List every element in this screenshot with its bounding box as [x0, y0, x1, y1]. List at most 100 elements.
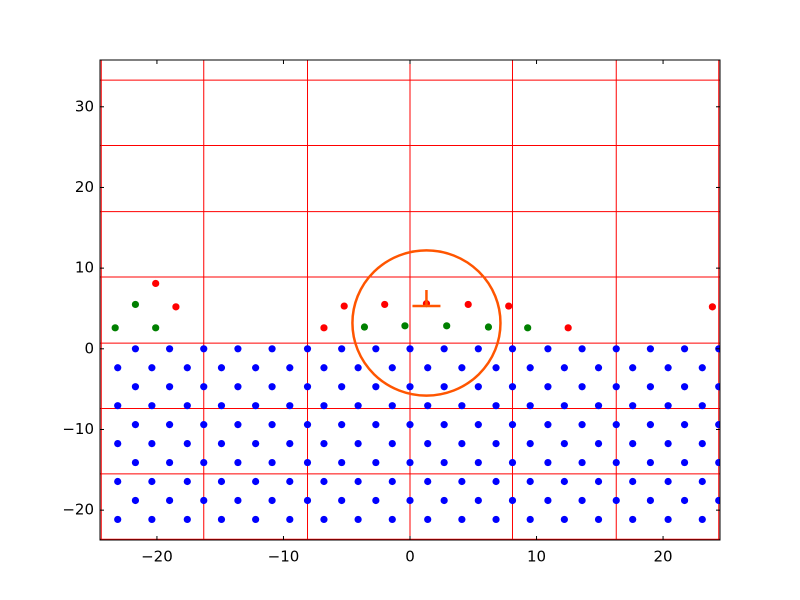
point [148, 515, 156, 524]
point [526, 515, 534, 524]
point [406, 345, 414, 353]
y-tick-label: −10 [62, 420, 94, 438]
point [646, 496, 655, 505]
point [114, 402, 122, 410]
point [406, 496, 414, 505]
point [338, 458, 346, 467]
point [594, 515, 603, 524]
point [526, 364, 534, 372]
point [303, 421, 312, 429]
point [165, 496, 174, 505]
point [388, 515, 396, 524]
y-tick-label: −20 [62, 501, 94, 519]
point [320, 364, 328, 372]
point [492, 439, 500, 448]
point [526, 477, 534, 486]
point [354, 402, 362, 410]
point [114, 477, 122, 486]
point [526, 439, 534, 448]
point [474, 345, 482, 353]
point [217, 439, 226, 448]
point [338, 383, 346, 391]
point [381, 300, 389, 309]
point [111, 324, 119, 332]
point [526, 402, 534, 410]
point [508, 496, 517, 505]
point [544, 421, 552, 429]
plot-area [100, 60, 720, 540]
point [183, 402, 191, 410]
point [612, 345, 620, 353]
point [715, 383, 720, 391]
point [664, 364, 672, 372]
point [165, 345, 174, 353]
point [303, 383, 312, 391]
point [440, 458, 448, 467]
point [340, 302, 348, 310]
point [508, 421, 517, 429]
point [131, 496, 140, 505]
point [524, 324, 532, 332]
point [578, 421, 586, 429]
point [268, 421, 276, 429]
point [458, 439, 466, 448]
point [680, 345, 689, 353]
point [234, 458, 242, 467]
point [372, 458, 380, 467]
point [544, 458, 552, 467]
point [200, 421, 208, 429]
point [715, 496, 720, 505]
point [165, 458, 174, 467]
point [152, 324, 160, 332]
point [234, 383, 242, 391]
point [664, 402, 672, 410]
point [560, 515, 568, 524]
point [646, 458, 655, 467]
point [131, 345, 140, 353]
point [440, 345, 448, 353]
point [372, 421, 380, 429]
point [560, 477, 568, 486]
point [406, 421, 414, 429]
point [354, 477, 362, 486]
point [664, 515, 672, 524]
point [578, 383, 586, 391]
y-tick-label: 0 [84, 339, 94, 357]
point [698, 515, 706, 524]
point [268, 458, 276, 467]
point [629, 402, 637, 410]
point [252, 515, 260, 524]
point [440, 421, 448, 429]
point [286, 477, 294, 486]
point [440, 383, 448, 391]
point [664, 439, 672, 448]
point [320, 324, 328, 332]
point [508, 345, 517, 353]
point [629, 515, 637, 524]
point [354, 364, 362, 372]
point [424, 402, 432, 410]
point [183, 364, 191, 372]
point [708, 303, 717, 311]
point [458, 477, 466, 486]
point [594, 364, 603, 372]
point [200, 496, 208, 505]
point [320, 439, 328, 448]
point [388, 402, 396, 410]
point [200, 383, 208, 391]
point [303, 345, 312, 353]
y-tick-label: 10 [75, 259, 94, 277]
point [508, 458, 517, 467]
circle [351, 249, 502, 397]
point [458, 515, 466, 524]
point [131, 421, 140, 429]
point [474, 383, 482, 391]
point [406, 458, 414, 467]
point [252, 477, 260, 486]
point [234, 421, 242, 429]
x-tick-label: 20 [654, 548, 673, 566]
point [492, 477, 500, 486]
point [578, 496, 586, 505]
x-tick-label: 0 [405, 548, 415, 566]
